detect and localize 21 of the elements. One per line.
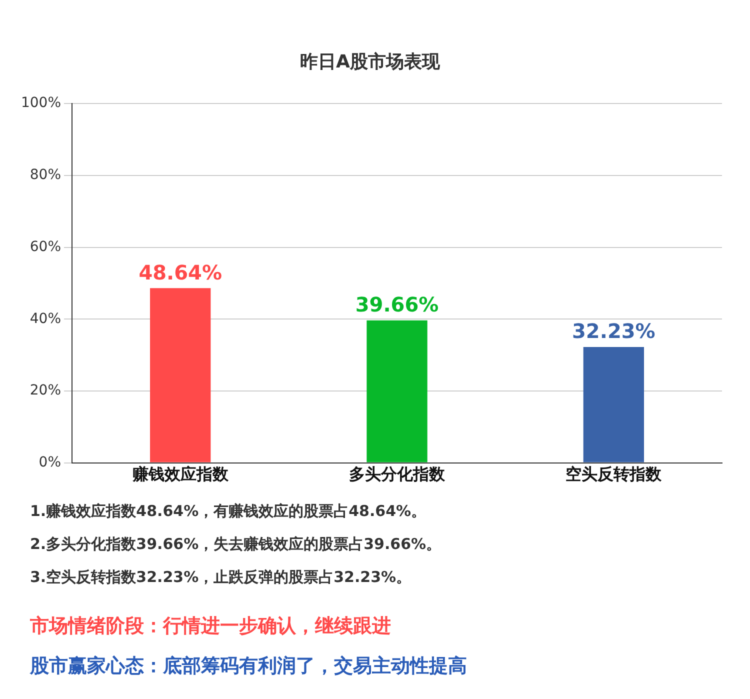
y-tick-label: 40%: [30, 310, 62, 327]
bar: [150, 288, 211, 462]
bar: [583, 347, 644, 462]
x-tick-label: 赚钱效应指数: [131, 464, 230, 484]
y-tick-label: 20%: [30, 382, 62, 399]
chart-title: 昨日A股市场表现: [300, 51, 441, 72]
y-tick-label: 100%: [20, 95, 62, 112]
y-tick-label: 0%: [38, 454, 62, 470]
text: 3.空头反转指数32.23%，止跌反弹的股票占32.23%。: [30, 568, 412, 587]
text: 2.多头分化指数39.66%，失去赚钱效应的股票占39.66%。: [30, 535, 442, 554]
text: 市场情绪阶段：行情进一步确认，继续跟进: [30, 614, 392, 639]
data-label: 48.64%: [138, 260, 222, 284]
x-tick-label: 空头反转指数: [566, 464, 663, 484]
bar: [366, 320, 428, 462]
data-label: 32.23%: [572, 319, 656, 344]
x-tick-label: 多头分化指数: [349, 464, 446, 484]
data-label: 39.66%: [355, 292, 439, 317]
y-tick-label: 60%: [30, 238, 62, 255]
text: 股市赢家心态：底部筹码有利润了，交易主动性提高: [30, 654, 468, 679]
y-tick-label: 80%: [30, 167, 62, 184]
text: 1.赚钱效应指数48.64%，有赚钱效应的股票占48.64%。: [30, 502, 428, 521]
